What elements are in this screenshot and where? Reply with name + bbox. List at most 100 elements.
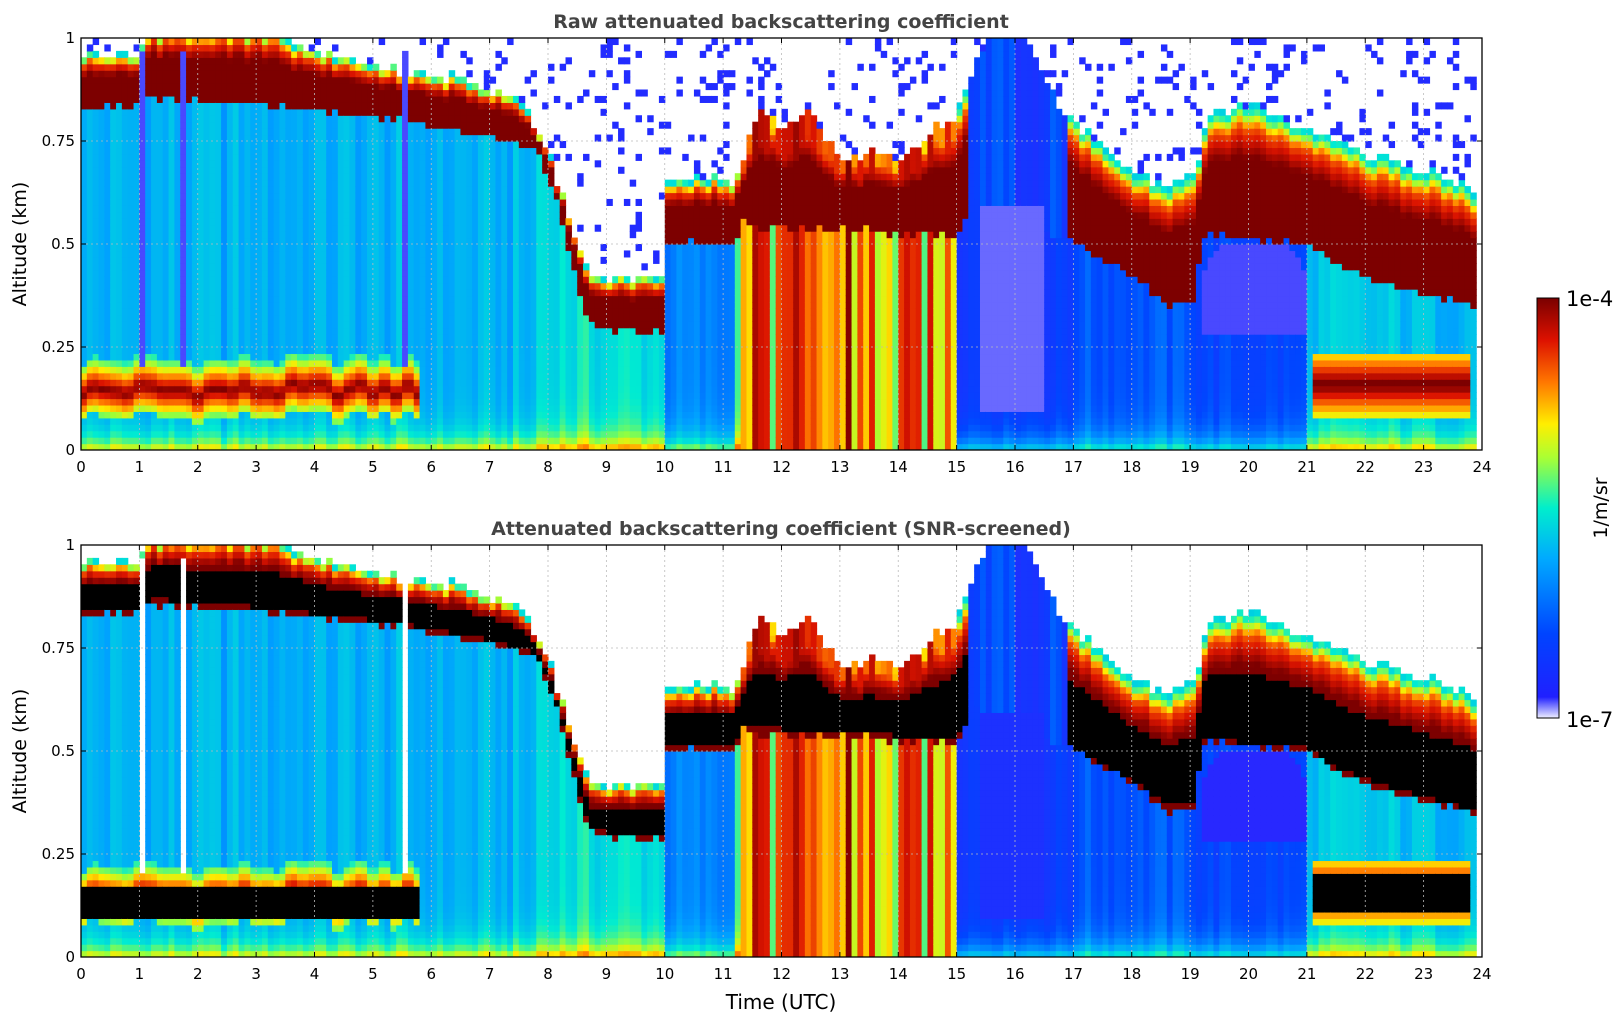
heatmap-cell xyxy=(139,385,146,393)
heatmap-cell xyxy=(396,198,403,206)
heatmap-cell xyxy=(425,102,432,110)
heatmap-cell xyxy=(314,430,321,438)
heatmap-cell xyxy=(180,244,187,252)
heatmap-cell xyxy=(489,198,497,206)
heatmap-cell xyxy=(507,108,514,116)
heatmap-cell xyxy=(291,141,298,149)
heatmap-cell xyxy=(337,321,345,329)
heatmap-cell xyxy=(116,295,123,303)
heatmap-cell xyxy=(180,379,187,387)
heatmap-cell xyxy=(127,121,135,129)
heatmap-cell xyxy=(314,411,321,419)
heatmap-cell xyxy=(454,141,462,149)
heatmap-cell xyxy=(81,411,88,419)
heatmap-cell xyxy=(477,224,485,232)
heatmap-cell xyxy=(139,147,146,155)
heatmap-cell xyxy=(221,244,228,252)
heatmap-cell xyxy=(191,430,199,438)
heatmap-cell xyxy=(466,334,473,342)
heatmap-cell xyxy=(145,192,152,200)
heatmap-cell xyxy=(326,192,333,200)
heatmap-cell xyxy=(314,121,321,129)
heatmap-cell xyxy=(372,353,380,361)
heatmap-cell xyxy=(127,186,135,194)
heatmap-cell xyxy=(518,205,526,213)
heatmap-cell xyxy=(145,211,152,219)
heatmap-cell xyxy=(431,166,438,174)
heatmap-cell xyxy=(145,256,152,264)
heatmap-cell xyxy=(454,128,462,136)
heatmap-cell xyxy=(320,398,327,406)
heatmap-cell xyxy=(425,276,432,284)
heatmap-cell xyxy=(454,224,462,232)
heatmap-cell xyxy=(466,70,473,78)
heatmap-cell xyxy=(559,424,567,432)
heatmap-cell xyxy=(209,147,216,155)
heatmap-cell xyxy=(349,173,356,181)
heatmap-cell xyxy=(116,430,123,438)
heatmap-cell xyxy=(454,244,462,252)
heatmap-cell xyxy=(483,411,491,419)
heatmap-cell xyxy=(320,153,327,161)
heatmap-cell xyxy=(489,340,497,348)
heatmap-cell xyxy=(162,44,170,52)
heatmap-cell xyxy=(419,186,427,194)
heatmap-cell xyxy=(197,70,205,78)
heatmap-cell xyxy=(437,437,444,445)
heatmap-cell xyxy=(477,128,485,136)
heatmap-cell xyxy=(238,153,246,161)
heatmap-cell xyxy=(215,282,222,290)
heatmap-cell xyxy=(367,141,374,149)
heatmap-cell xyxy=(180,224,187,232)
heatmap-cell xyxy=(495,340,502,348)
heatmap-cell xyxy=(221,218,228,226)
heatmap-cell xyxy=(524,372,532,380)
heatmap-cell xyxy=(98,359,105,367)
heatmap-cell xyxy=(390,89,397,97)
heatmap-cell xyxy=(92,366,100,374)
heatmap-cell xyxy=(279,398,286,406)
heatmap-cell xyxy=(244,231,251,239)
heatmap-cell xyxy=(378,192,386,200)
heatmap-cell xyxy=(454,108,462,116)
heatmap-cell xyxy=(139,166,146,174)
heatmap-cell xyxy=(367,198,374,206)
heatmap-cell xyxy=(256,334,263,342)
heatmap-cell xyxy=(215,50,222,58)
heatmap-cell xyxy=(326,366,333,374)
heatmap-cell xyxy=(501,443,508,450)
heatmap-cell xyxy=(425,308,432,316)
heatmap-cell xyxy=(151,250,158,258)
heatmap-cell xyxy=(367,179,374,187)
heatmap-cell xyxy=(133,385,140,393)
heatmap-cell xyxy=(378,353,386,361)
heatmap-cell xyxy=(203,50,211,58)
heatmap-cell xyxy=(174,160,181,168)
heatmap-cell xyxy=(407,289,415,297)
heatmap-cell xyxy=(407,83,415,91)
heatmap-cell xyxy=(542,347,549,355)
heatmap-cell xyxy=(372,269,380,277)
heatmap-cell xyxy=(413,379,421,387)
heatmap-cell xyxy=(448,430,456,438)
heatmap-cell xyxy=(221,134,228,142)
heatmap-cell xyxy=(483,424,491,432)
heatmap-cell xyxy=(466,83,473,91)
heatmap-cell xyxy=(156,327,164,335)
heatmap-cell xyxy=(267,392,275,400)
heatmap-cell xyxy=(460,443,467,450)
heatmap-cell xyxy=(256,76,263,84)
heatmap-cell xyxy=(180,198,187,206)
heatmap-cell xyxy=(460,404,467,412)
heatmap-cell xyxy=(355,327,362,335)
heatmap-cell xyxy=(419,269,427,277)
heatmap-cell xyxy=(308,108,316,116)
heatmap-cell xyxy=(209,63,216,71)
heatmap-cell xyxy=(209,359,216,367)
heatmap-cell xyxy=(145,295,152,303)
heatmap-cell xyxy=(273,166,281,174)
heatmap-cell xyxy=(548,398,555,406)
heatmap-cell xyxy=(460,186,467,194)
heatmap-cell xyxy=(396,153,403,161)
heatmap-cell xyxy=(343,102,351,110)
